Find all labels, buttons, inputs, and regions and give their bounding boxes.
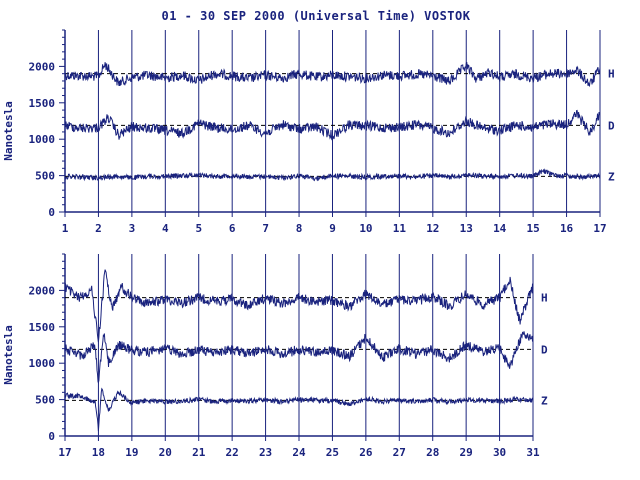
- series-line-d: [64, 331, 534, 385]
- x-tick-label: 10: [359, 222, 372, 235]
- x-tick-label: 15: [527, 222, 540, 235]
- y-tick-label: 1000: [29, 133, 56, 146]
- y-tick-label: 1000: [29, 357, 56, 370]
- y-tick-label: 0: [48, 430, 55, 443]
- x-tick-label: 24: [292, 446, 306, 459]
- series-line-h: [64, 269, 534, 343]
- series-label-h: H: [541, 292, 548, 305]
- bottom-panel: 17 18 19 20 21 22 23 24 25 26 27 28 29 30 31 0 500 1000 15…: [2, 253, 548, 459]
- x-tick-label: 6: [229, 222, 236, 235]
- x-tick-label: 18: [92, 446, 105, 459]
- chart-title: 01 - 30 SEP 2000 (Universal Time) VOSTOK: [162, 9, 471, 23]
- series-label-d: D: [541, 343, 548, 356]
- series-label-h: H: [608, 68, 615, 81]
- y-axis-label: Nanotesla: [2, 325, 15, 385]
- x-tick-label: 9: [329, 222, 336, 235]
- x-tick-label: 1: [62, 222, 69, 235]
- y-tick-label: 0: [48, 206, 55, 219]
- x-tick-label: 16: [560, 222, 574, 235]
- x-tick-label: 31: [526, 446, 540, 459]
- series-line-h: [64, 61, 601, 88]
- x-tick-label: 7: [262, 222, 269, 235]
- x-tick-label: 26: [359, 446, 373, 459]
- x-tick-label: 22: [226, 446, 239, 459]
- x-tick-label: 12: [426, 222, 439, 235]
- series-line-z: [64, 387, 534, 432]
- series-line-d: [64, 109, 601, 141]
- x-tick-label: 14: [493, 222, 507, 235]
- x-tick-label: 5: [195, 222, 202, 235]
- top-panel: 1 2 3 4 5 6 7 8 9 10 11 12 13 14 15 16 17050010001500200…: [2, 29, 615, 235]
- x-tick-label: 29: [460, 446, 473, 459]
- x-tick-label: 13: [460, 222, 473, 235]
- y-axis-label: Nanotesla: [2, 101, 15, 161]
- y-tick-label: 2000: [29, 284, 56, 297]
- series-label-z: Z: [608, 170, 615, 183]
- x-tick-label: 20: [159, 446, 172, 459]
- x-tick-label: 8: [296, 222, 303, 235]
- series-label-d: D: [608, 119, 615, 132]
- x-tick-label: 25: [326, 446, 339, 459]
- y-tick-label: 500: [35, 394, 55, 407]
- series-line-z: [64, 168, 601, 182]
- y-tick-label: 2000: [29, 60, 56, 73]
- x-tick-label: 11: [393, 222, 407, 235]
- x-tick-label: 21: [192, 446, 206, 459]
- x-tick-label: 17: [58, 446, 71, 459]
- y-tick-label: 1500: [29, 97, 56, 110]
- x-tick-label: 2: [95, 222, 102, 235]
- series-label-z: Z: [541, 394, 548, 407]
- y-tick-label: 1500: [29, 321, 56, 334]
- y-tick-label: 500: [35, 170, 55, 183]
- x-tick-label: 23: [259, 446, 272, 459]
- x-tick-label: 4: [162, 222, 169, 235]
- x-tick-label: 3: [129, 222, 136, 235]
- x-tick-label: 30: [493, 446, 506, 459]
- x-tick-label: 27: [393, 446, 406, 459]
- x-tick-label: 17: [593, 222, 606, 235]
- x-tick-label: 19: [125, 446, 138, 459]
- x-tick-label: 28: [426, 446, 439, 459]
